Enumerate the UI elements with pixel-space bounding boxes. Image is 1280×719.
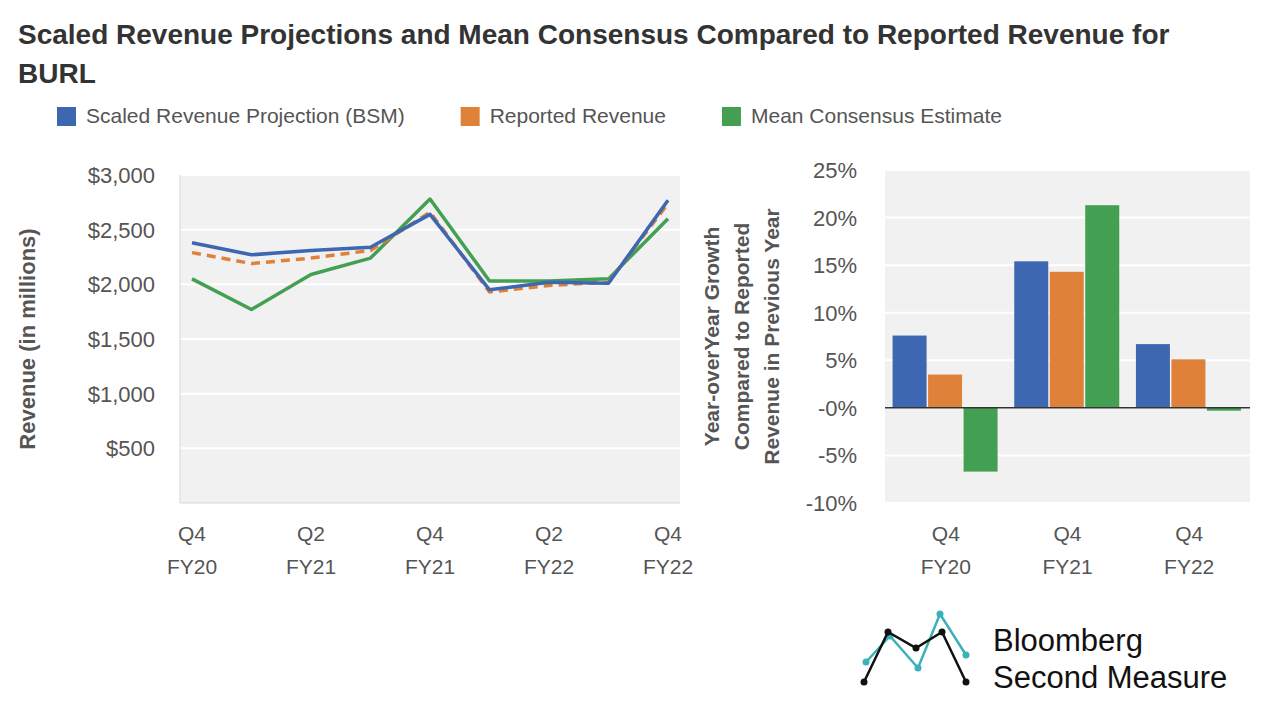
legend-label: Scaled Revenue Projection (BSM) [86,104,405,127]
x-tick-label: Q4 FY21 [405,522,455,578]
x-tick-line: FY21 [286,555,336,578]
logo-dot [915,665,922,672]
y-axis-label: Revenue in Previous Year [760,208,783,464]
logo-dot [963,652,970,659]
grid-line [885,454,1250,456]
logo-dot [863,659,870,666]
x-tick-line: Q4 [416,522,444,545]
y-axis-label: Revenue (in millions) [15,228,40,449]
y-tick-label: 10% [813,301,857,326]
title-line: BURL [18,58,96,89]
x-tick-line: FY22 [643,555,693,578]
bar [1136,344,1170,408]
y-tick-label: 15% [813,253,857,278]
line-marks [192,199,668,309]
y-tick-label: -5% [818,443,857,468]
x-tick-label: Q4 FY22 [643,522,693,578]
logo-line [866,614,966,668]
y-tick-label: $1,500 [88,327,155,352]
grid-line [885,407,1250,409]
background [0,0,1280,719]
grid-line [180,393,680,395]
zero-line [885,407,1250,409]
x-tick-line: FY22 [524,555,574,578]
y-axis-line [180,175,181,503]
x-tick-label: Q4 FY22 [1164,522,1214,578]
x-tick-line: Q4 [178,522,206,545]
plot-area [885,170,1250,503]
logo-dot [937,611,944,618]
x-tick-label: Q2 FY21 [286,522,336,578]
legend-swatch [722,107,741,126]
legend-swatch [57,107,76,126]
x-axis-line [180,503,680,504]
y-tick-label: -10% [806,491,857,516]
y-tick-label: 25% [813,158,857,183]
grid-line [885,169,1250,171]
logo-text: Bloomberg [993,623,1143,658]
title-line: Scaled Revenue Projections and Mean Cons… [18,19,1169,50]
logo-dot [913,645,920,652]
x-tick-line: Q4 [654,522,682,545]
legend-label: Reported Revenue [490,104,666,127]
bar [1085,205,1119,408]
x-tick-line: FY20 [921,555,971,578]
y-tick-label: $3,000 [88,163,155,188]
logo-dot [963,679,970,686]
y-tick-label: $2,500 [88,218,155,243]
bar-marks [893,205,1241,471]
x-tick-line: Q2 [297,522,325,545]
x-tick-label: Q4 FY20 [921,522,971,578]
grid-line [180,229,680,231]
logo-dot [885,629,892,636]
grid-line [180,338,680,340]
bar [1050,272,1084,408]
logo-dot [861,679,868,686]
x-tick-label: Q2 FY22 [524,522,574,578]
y-tick-label: $2,000 [88,272,155,297]
legend-label: Mean Consensus Estimate [751,104,1002,127]
x-tick-line: Q2 [535,522,563,545]
grid-line [885,217,1250,219]
bar [1014,261,1048,408]
x-tick-label: Q4 FY20 [167,522,217,578]
x-tick-line: FY21 [405,555,455,578]
y-tick-label: $500 [106,436,155,461]
grid-line [885,502,1250,504]
y-tick-label: 5% [825,348,857,373]
bar [928,375,962,408]
plot-area [180,175,680,503]
logo-line [864,632,966,682]
y-tick-label: 20% [813,206,857,231]
x-tick-line: Q4 [932,522,960,545]
x-tick-line: Q4 [1175,522,1203,545]
x-tick-label: Q4 FY21 [1042,522,1092,578]
y-axis-label: Compared to Reported [730,223,753,451]
series-line [192,200,668,290]
y-axis-label: Year-overYear Growth [700,227,723,446]
x-tick-line: FY21 [1042,555,1092,578]
logo-dot [939,629,946,636]
logo-text: Second Measure [993,660,1227,695]
x-tick-line: FY22 [1164,555,1214,578]
grid-line [885,264,1250,266]
legend-swatch [461,107,480,126]
x-tick-line: Q4 [1053,522,1081,545]
bar [893,336,927,408]
grid-line [180,447,680,449]
y-tick-label: -0% [818,396,857,421]
grid-line [180,174,680,176]
series-line [192,199,668,309]
bar [1171,359,1205,408]
chart-title: Scaled Revenue Projections and Mean Cons… [18,19,1169,89]
bar [964,408,998,472]
chart-root: Scaled Revenue Projections and Mean Cons… [0,0,1280,719]
y-tick-label: $1,000 [88,382,155,407]
x-tick-line: FY20 [167,555,217,578]
